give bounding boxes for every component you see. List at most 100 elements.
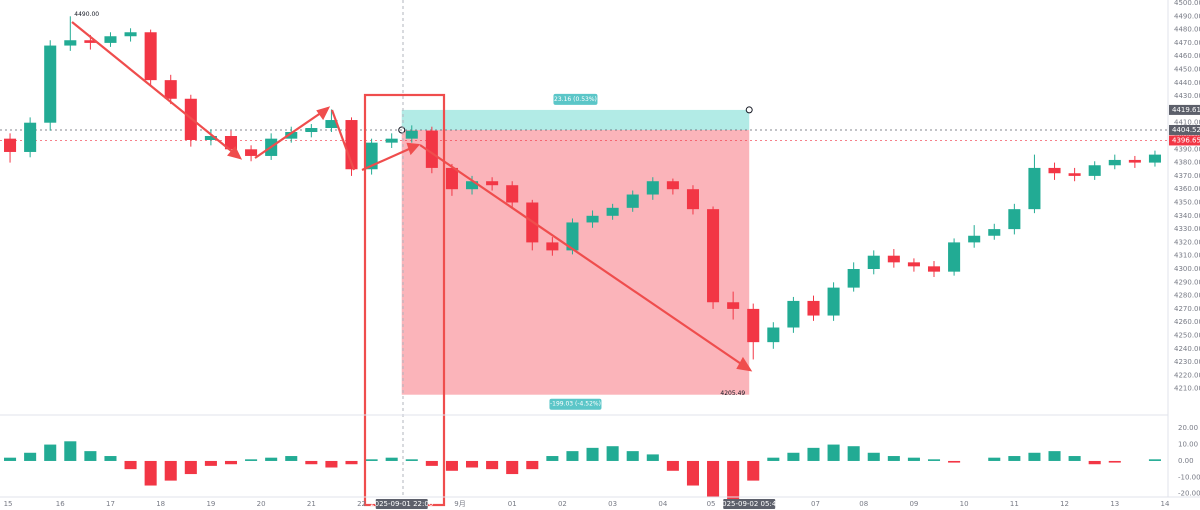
y-tick-label: 4280.00 — [1174, 292, 1200, 300]
macd-bar — [1008, 456, 1021, 461]
x-tick-label: 13 — [1110, 500, 1119, 508]
arrow-head — [227, 146, 243, 160]
candle-body — [666, 181, 679, 190]
candle-body — [1028, 167, 1041, 210]
candle-body — [486, 181, 499, 186]
drawings[interactable] — [71, 21, 753, 507]
macd-bar — [1028, 452, 1041, 461]
candle-body — [506, 185, 519, 203]
position-tool[interactable]: 23.16 (0.53%) -199.03 (-4.52%) 4205.49 — [398, 93, 753, 410]
trend-arrow[interactable] — [71, 21, 241, 159]
candle-body — [988, 229, 1001, 236]
macd-bar — [425, 460, 438, 466]
candle-body — [1088, 165, 1101, 176]
x-tick-label: 12 — [1060, 500, 1069, 508]
macd-bar — [84, 451, 97, 461]
candle-body — [285, 132, 298, 139]
macd-bar — [586, 447, 599, 461]
candle-body — [124, 32, 137, 37]
candle-body — [84, 40, 97, 43]
trend-arrow[interactable] — [419, 144, 751, 371]
y-tick-label: 4220.00 — [1174, 371, 1200, 379]
x-tick-badge — [375, 499, 428, 509]
x-tick-label: 15 — [4, 500, 13, 508]
arrow-head — [316, 106, 331, 121]
y-tick-label: -20.00 — [1178, 490, 1200, 498]
candle-body — [646, 181, 659, 195]
macd-bar — [325, 460, 338, 468]
x-tick-label: 2025-09-02 05:45 — [718, 500, 781, 508]
x-tick-label: 19 — [206, 500, 215, 508]
candle-body — [787, 300, 800, 328]
y-tick-label: 10.00 — [1178, 441, 1198, 449]
macd-bar — [124, 460, 137, 470]
trend-arrow[interactable] — [330, 109, 356, 171]
macd-bar — [506, 460, 519, 475]
y-tick-label: 4230.00 — [1174, 358, 1200, 366]
candle-body — [727, 302, 740, 309]
x-tick-label: 09 — [909, 500, 918, 508]
macd-bar — [144, 460, 157, 486]
macd-bar — [305, 460, 318, 465]
candle-body — [466, 181, 479, 190]
macd-bar — [4, 457, 17, 461]
macd-bar — [988, 457, 1001, 461]
y-tick-label: 4320.00 — [1174, 238, 1200, 246]
loss-zone — [401, 129, 750, 395]
y-tick-label: 20.00 — [1178, 424, 1198, 432]
candle-body — [686, 189, 699, 210]
macd-bar — [526, 460, 539, 470]
candle-body — [968, 235, 981, 243]
x-tick-label: 2025-09-01 22:00 — [370, 500, 433, 508]
macd-bar — [646, 454, 659, 461]
price-badge — [1169, 135, 1200, 146]
y-tick-label: 4250.00 — [1174, 332, 1200, 340]
macd-bar — [285, 456, 298, 461]
macd-bar — [385, 457, 398, 461]
y-tick-label: 4440.00 — [1174, 79, 1200, 87]
y-tick-label: -10.00 — [1178, 473, 1200, 481]
macd-bar — [927, 459, 941, 461]
candle-body — [927, 266, 941, 272]
candle-body — [907, 262, 920, 267]
candle-body — [948, 242, 961, 272]
macd-bar — [104, 456, 117, 461]
stop-price-label: 4205.49 — [720, 390, 745, 397]
y-tick-label: 4470.00 — [1174, 39, 1200, 47]
macd-bar — [245, 459, 258, 461]
y-tick-label: 4450.00 — [1174, 66, 1200, 74]
macd-bar — [466, 460, 479, 468]
candle-body — [425, 130, 438, 168]
y-tick-label: 4390.00 — [1174, 145, 1200, 153]
macd-bar — [405, 459, 418, 461]
x-tick-label: 11 — [1010, 500, 1019, 508]
macd-bar — [827, 444, 840, 461]
stop-label: -199.03 (-4.52%) — [550, 401, 601, 408]
macd-bar — [445, 460, 458, 471]
x-tick-label: 07 — [811, 500, 820, 508]
macd-bar — [486, 460, 499, 470]
x-tick-label: 14 — [1161, 500, 1170, 508]
candle-body — [4, 138, 17, 152]
x-tick-label: 03 — [608, 500, 617, 508]
x-tick-label: 02 — [558, 500, 567, 508]
candle-body — [887, 255, 900, 263]
macd-bar — [1068, 456, 1081, 461]
y-tick-label: 4360.00 — [1174, 185, 1200, 193]
macd-bar — [948, 460, 961, 463]
candle-body — [1108, 159, 1121, 166]
macd-bar — [24, 452, 37, 461]
x-tick-label: 16 — [56, 500, 65, 508]
x-tick-label: 21 — [307, 500, 316, 508]
y-tick-label: 4480.00 — [1174, 26, 1200, 34]
profit-zone — [401, 109, 750, 130]
trend-arrow[interactable] — [254, 107, 329, 159]
macd-bar — [164, 460, 177, 481]
macd-bar — [184, 460, 197, 475]
candle-body — [164, 80, 177, 99]
price-badge-label: 4419.61 — [1172, 106, 1200, 114]
macd-bar — [707, 460, 720, 497]
y-tick-label: 4240.00 — [1174, 345, 1200, 353]
y-tick-label: 4310.00 — [1174, 252, 1200, 260]
candle-body — [245, 149, 258, 156]
